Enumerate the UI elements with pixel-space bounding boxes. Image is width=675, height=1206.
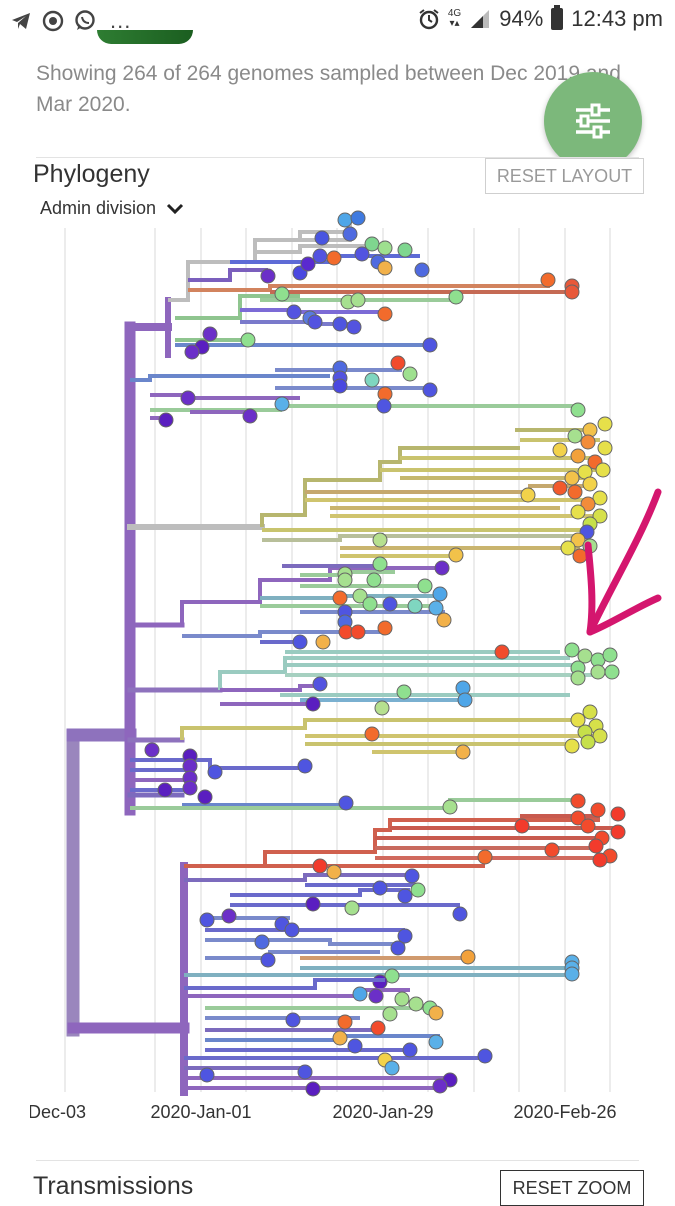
clade-2-tips [372, 416, 613, 564]
clade-3 [180, 564, 600, 706]
chevron-down-icon [167, 203, 184, 214]
x-tick-label: 2020-Jan-29 [332, 1102, 433, 1120]
network-indicator: 4G ▾▴ [448, 9, 461, 29]
header-stub [97, 30, 193, 44]
annotation-arrow [584, 488, 662, 636]
color-by-dropdown[interactable]: Admin division [40, 198, 184, 219]
network-arrows: ▾▴ [449, 18, 460, 29]
genome-summary: Showing 264 of 264 genomes sampled betwe… [36, 62, 621, 116]
network-label: 4G [447, 8, 462, 19]
x-tick-label: 2020-Jan-01 [150, 1102, 251, 1120]
phylogeny-tree[interactable]: Dec-03 2020-Jan-01 2020-Jan-29 2020-Feb-… [0, 200, 675, 1120]
tree-trunk [66, 297, 265, 1096]
clade-6 [184, 873, 575, 977]
battery-percent: 94% [499, 6, 544, 31]
clade-6-tips [199, 864, 580, 990]
sync-icon [42, 10, 64, 32]
settings-fab[interactable] [544, 72, 642, 170]
alarm-icon [419, 9, 439, 30]
x-tick-label: 2020-Feb-26 [513, 1102, 616, 1120]
x-tick-label: Dec-03 [28, 1102, 86, 1120]
clade-5 [184, 814, 620, 868]
battery-icon [551, 5, 564, 30]
clade-1 [130, 218, 580, 420]
signal-icon [471, 10, 490, 28]
more-notifications: ... [110, 8, 132, 33]
axis-crop [0, 1096, 30, 1126]
sliders-icon [576, 103, 610, 139]
phylogeny-title: Phylogeny [33, 160, 150, 188]
clade-1-tips [158, 210, 586, 428]
clade-3-tips [292, 556, 620, 716]
transmissions-title: Transmissions [33, 1172, 194, 1200]
clock: 12:43 pm [571, 6, 663, 31]
whatsapp-icon [75, 10, 95, 30]
color-by-value: Admin division [40, 198, 157, 218]
status-bar-right: 4G ▾▴ 94% 12:43 pm [418, 5, 663, 32]
status-bar-left: ... [10, 8, 131, 34]
divider [36, 1160, 639, 1161]
clade-7 [184, 978, 485, 1090]
clade-7-tips [199, 986, 493, 1097]
clade-2 [260, 428, 600, 558]
reset-zoom-button[interactable]: RESET ZOOM [500, 1170, 644, 1206]
reset-layout-button[interactable]: RESET LAYOUT [485, 158, 644, 194]
telegram-icon [12, 13, 30, 29]
divider [36, 157, 639, 158]
clade-5-tips [312, 793, 626, 874]
x-axis: Dec-03 2020-Jan-01 2020-Jan-29 2020-Feb-… [28, 1102, 617, 1120]
